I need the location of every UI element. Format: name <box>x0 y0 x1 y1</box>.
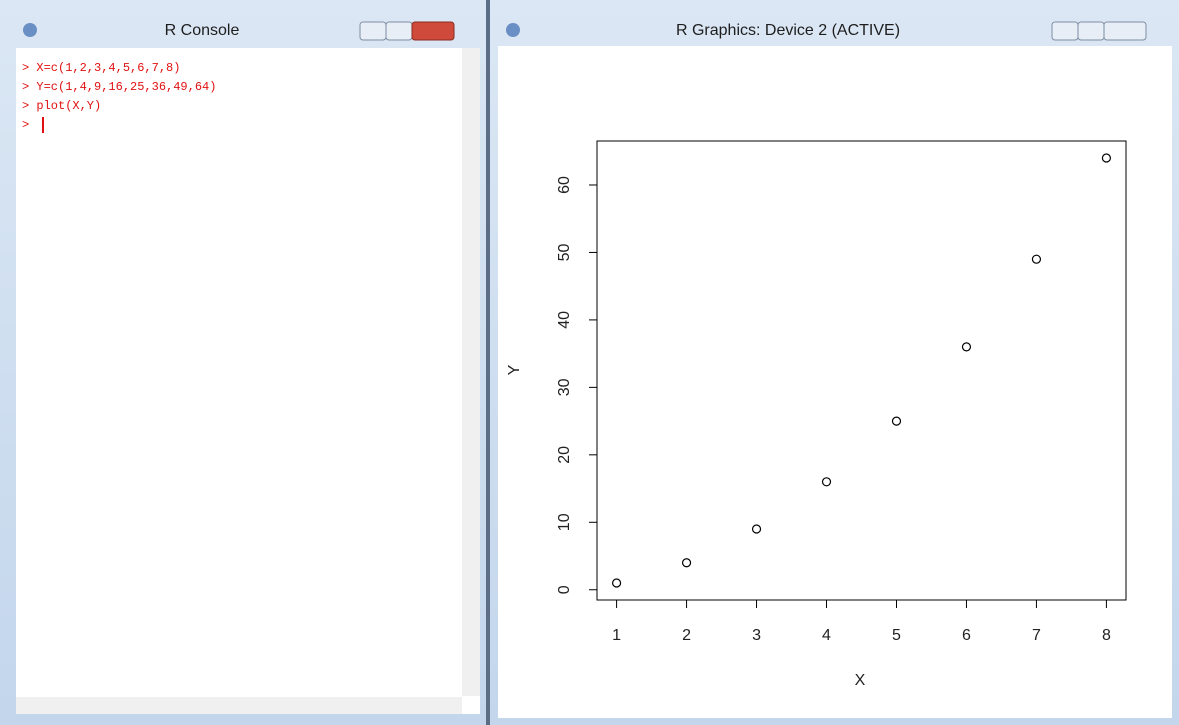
y-axis-label: Y <box>506 364 523 375</box>
x-tick-label: 4 <box>822 627 831 644</box>
console-line: > X=c(1,2,3,4,5,6,7,8) <box>22 61 180 75</box>
y-tick-label: 60 <box>556 176 573 194</box>
x-tick-label: 7 <box>1032 627 1041 644</box>
graphics-title: R Graphics: Device 2 (ACTIVE) <box>676 22 900 39</box>
divider <box>486 0 490 725</box>
y-tick-label: 0 <box>556 585 573 594</box>
x-tick-label: 1 <box>612 627 621 644</box>
x-tick-label: 6 <box>962 627 971 644</box>
screen: R Console > X=c(1,2,3,4,5,6,7,8) > Y=c(1… <box>0 0 1179 725</box>
minimize-button[interactable] <box>360 22 386 40</box>
vertical-scrollbar[interactable] <box>462 48 480 696</box>
r-icon <box>506 23 520 37</box>
x-tick-label: 8 <box>1102 627 1111 644</box>
maximize-button[interactable] <box>1078 22 1104 40</box>
console-line: > plot(X,Y) <box>22 99 101 113</box>
minimize-button[interactable] <box>1052 22 1078 40</box>
r-icon <box>23 23 37 37</box>
y-tick-label: 50 <box>556 243 573 261</box>
page: R Console > X=c(1,2,3,4,5,6,7,8) > Y=c(1… <box>0 0 1179 725</box>
y-tick-label: 40 <box>556 311 573 329</box>
y-tick-label: 30 <box>556 378 573 396</box>
console-line: > Y=c(1,4,9,16,25,36,49,64) <box>22 80 216 94</box>
console-line: > <box>22 118 29 132</box>
x-tick-label: 3 <box>752 627 761 644</box>
x-axis-label: X <box>855 672 866 689</box>
x-tick-label: 2 <box>682 627 691 644</box>
x-tick-label: 5 <box>892 627 901 644</box>
horizontal-scrollbar[interactable] <box>16 697 462 714</box>
console-area <box>16 48 480 714</box>
console-title: R Console <box>165 22 240 39</box>
y-tick-label: 10 <box>556 513 573 531</box>
plot-area <box>498 46 1172 718</box>
maximize-button[interactable] <box>386 22 412 40</box>
y-tick-label: 20 <box>556 446 573 464</box>
close-button[interactable] <box>1104 22 1146 40</box>
close-button[interactable] <box>412 22 454 40</box>
